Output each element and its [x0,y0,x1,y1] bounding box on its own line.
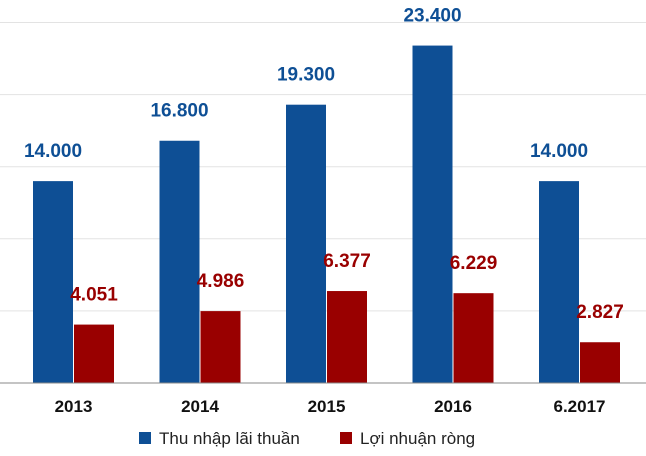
category-label-2016: 2016 [434,397,472,416]
bars [33,45,620,384]
legend: Thu nhập lãi thuần Lợi nhuận ròng [139,429,475,448]
data-label-net-interest-income-2013: 14.000 [24,141,82,162]
legend-swatch-net-interest-income [139,432,151,444]
category-label-2014: 2014 [181,397,219,416]
bar-net-interest-income-6.2017 [539,181,579,383]
data-label-net-interest-income-6.2017: 14.000 [530,141,588,162]
legend-label-net-profit: Lợi nhuận ròng [360,429,475,448]
bar-net-profit-2016 [453,293,494,383]
data-label-net-profit-2016: 6.229 [450,253,498,274]
data-label-net-profit-6.2017: 2.827 [576,302,624,323]
category-label-6.2017: 6.2017 [554,397,606,416]
data-label-net-interest-income-2014: 16.800 [150,101,208,122]
category-labels: 2013 2014 2015 2016 6.2017 [55,397,606,416]
data-label-net-profit-2014: 4.986 [197,271,245,292]
bar-net-profit-6.2017 [580,342,620,383]
bar-net-interest-income-2015 [286,104,326,383]
category-label-2015: 2015 [308,397,346,416]
bar-net-profit-2015 [327,291,367,383]
bar-net-interest-income-2013 [33,181,73,383]
legend-swatch-net-profit [340,432,352,444]
bar-net-interest-income-2014 [159,140,200,383]
data-label-net-interest-income-2015: 19.300 [277,65,335,86]
legend-label-net-interest-income: Thu nhập lãi thuần [159,429,300,448]
data-labels: 14.000 4.051 16.800 4.986 19.300 6.377 23.400 6… [24,6,624,324]
bar-net-interest-income-2016 [412,45,453,384]
data-label-net-profit-2015: 6.377 [323,251,371,272]
bar-net-profit-2014 [200,311,241,383]
data-label-net-profit-2013: 4.051 [70,285,118,306]
category-label-2013: 2013 [55,397,93,416]
bar-net-profit-2013 [74,324,114,383]
data-label-net-interest-income-2016: 23.400 [403,6,461,27]
